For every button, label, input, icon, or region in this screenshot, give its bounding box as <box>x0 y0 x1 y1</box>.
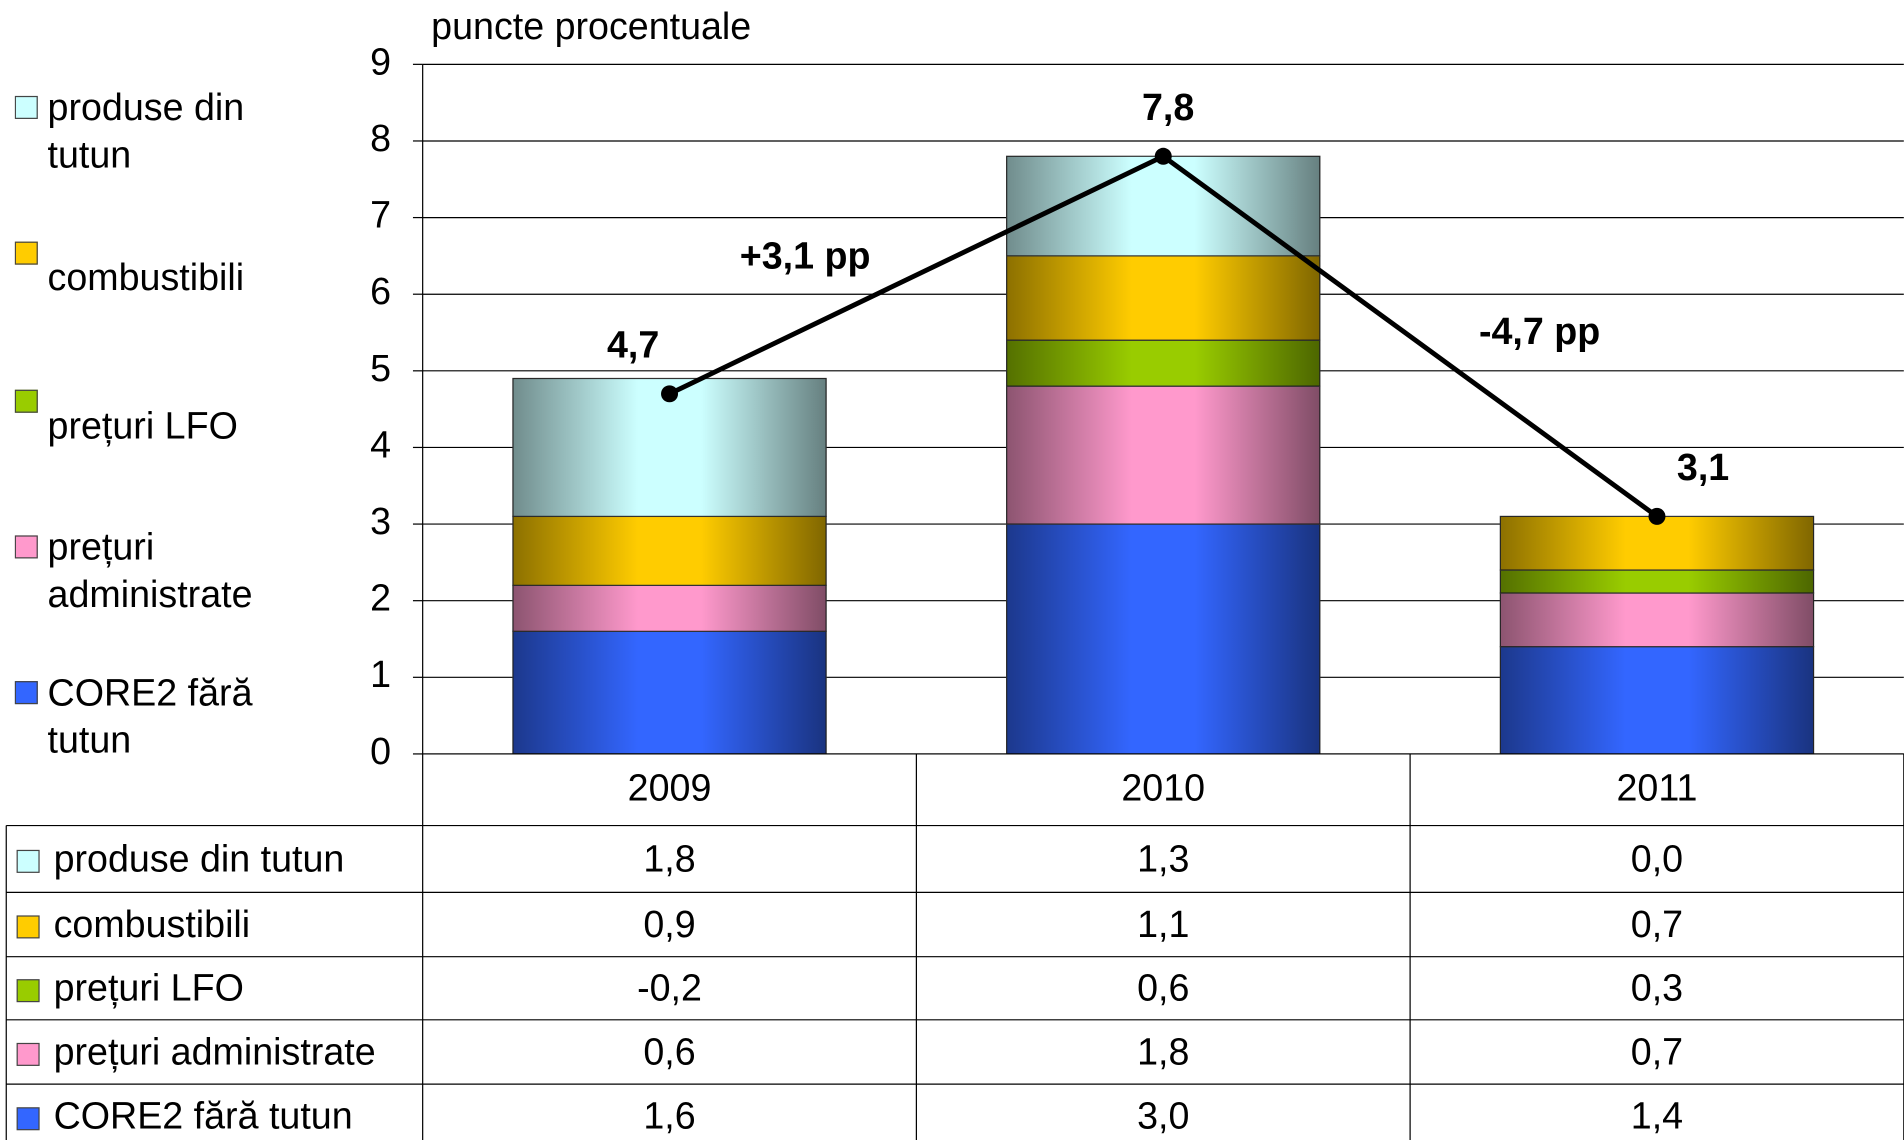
legend-item: prețuri administrate <box>14 522 306 619</box>
legend-item: prețuri LFO <box>14 376 306 473</box>
legend-label: prețuri administrate <box>47 525 253 616</box>
table-row-label: prețuri LFO <box>54 967 244 1009</box>
bar-shade <box>1500 570 1814 594</box>
bar-shade <box>1006 524 1320 754</box>
table-cell: 0,7 <box>1631 903 1683 945</box>
y-tick-label: 4 <box>370 423 391 465</box>
legend-label: produse din tutun <box>47 86 245 177</box>
legend-swatch <box>14 389 38 413</box>
table-cell: 0,3 <box>1631 967 1683 1009</box>
table-cell: 0,6 <box>1137 967 1189 1009</box>
y-tick-label: 2 <box>370 577 391 619</box>
table-cell: 1,3 <box>1137 837 1189 879</box>
legend-entry: CORE2 fără tutun <box>14 668 306 765</box>
total-label: 3,1 <box>1677 446 1729 488</box>
table-row-label: produse din tutun <box>54 837 345 879</box>
table-cell: 1,8 <box>643 837 695 879</box>
bar-shade <box>1006 340 1320 387</box>
y-tick-label: 6 <box>370 270 391 312</box>
legend-swatch <box>16 979 40 1003</box>
y-tick-label: 3 <box>370 500 391 542</box>
total-label: 4,7 <box>607 324 659 366</box>
legend-label: prețuri LFO <box>47 403 238 447</box>
bar-shade <box>1500 593 1814 647</box>
legend-item: produse din tutun <box>14 83 306 180</box>
table-cell: 1,1 <box>1137 903 1189 945</box>
x-tick-label: 2009 <box>628 766 712 808</box>
legend-label: combustibili <box>47 255 245 299</box>
table-cell: 0,7 <box>1631 1030 1683 1072</box>
table-row-label: combustibili <box>54 903 251 945</box>
table-cell: 3,0 <box>1137 1095 1189 1137</box>
total-marker <box>1648 507 1666 525</box>
bar-shade <box>1500 646 1814 754</box>
y-tick-label: 5 <box>370 347 391 389</box>
annotation: +3,1 pp <box>740 235 871 277</box>
bar-shade <box>1006 156 1320 256</box>
total-marker <box>661 385 679 403</box>
total-marker <box>1154 147 1172 165</box>
table-cell: 1,4 <box>1631 1095 1683 1137</box>
y-tick-label: 7 <box>370 194 391 236</box>
bar-shade <box>1006 386 1320 525</box>
legend-item: combustibili <box>14 228 306 325</box>
total-label: 7,8 <box>1142 86 1194 128</box>
legend-swatch <box>14 241 38 265</box>
bar-shade <box>1006 255 1320 341</box>
legend-swatch <box>14 535 38 559</box>
table-cell: -0,2 <box>637 967 702 1009</box>
bar-shade <box>512 631 827 754</box>
bar-shade <box>512 585 827 632</box>
legend-swatch <box>16 849 40 873</box>
table-row-label: prețuri administrate <box>54 1030 376 1072</box>
legend-entry: prețuri administrate <box>14 522 306 619</box>
legend-entry: produse din tutun <box>14 83 306 180</box>
legend-entry: combustibili <box>14 228 306 325</box>
y-tick-label: 1 <box>370 653 391 695</box>
table-cell: 1,8 <box>1137 1030 1189 1072</box>
x-tick-label: 2010 <box>1121 766 1205 808</box>
y-tick-label: 8 <box>370 117 391 159</box>
y-tick-label: 0 <box>370 730 391 772</box>
legend-swatch <box>14 681 38 705</box>
legend-swatch <box>16 915 40 939</box>
y-tick-label: 9 <box>370 40 391 82</box>
bar-shade <box>512 516 827 586</box>
x-tick-label: 2011 <box>1617 766 1698 808</box>
bar-shade <box>1500 516 1814 571</box>
legend-swatch <box>16 1107 40 1131</box>
table-row-label: CORE2 fără tutun <box>54 1095 353 1137</box>
annotation: -4,7 pp <box>1479 310 1600 352</box>
legend-swatch <box>16 1042 40 1066</box>
table-cell: 0,6 <box>643 1030 695 1072</box>
table-cell: 0,9 <box>643 903 695 945</box>
legend-swatch <box>14 95 38 119</box>
table-cell: 0,0 <box>1631 837 1683 879</box>
y-axis-label: puncte procentuale <box>431 5 751 47</box>
bars <box>512 155 1815 754</box>
legend-label: CORE2 fără tutun <box>47 671 253 762</box>
table-cell: 1,6 <box>643 1095 695 1137</box>
legend-item: CORE2 fără tutun <box>14 668 306 765</box>
legend-entry: prețuri LFO <box>14 376 306 473</box>
